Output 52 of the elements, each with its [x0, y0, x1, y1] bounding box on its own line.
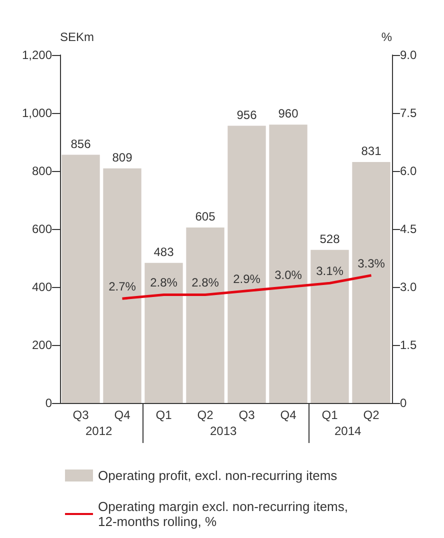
y-tick-label: 1,000: [22, 106, 52, 120]
data-label: 856: [70, 136, 92, 151]
x-tick-label: Q4: [114, 408, 131, 422]
y-tick-label: 600: [32, 222, 52, 236]
x-tick-label: Q4: [280, 408, 297, 422]
y-tick-label: 800: [32, 164, 52, 178]
x-tick-label: Q1: [322, 408, 338, 422]
y2-tick-label: 6.0: [400, 164, 418, 178]
text: 2014: [334, 424, 362, 438]
legend-label: Operating profit, excl. non-recurring items: [98, 468, 338, 483]
bar: [186, 228, 224, 403]
y-tick-label: 1,200: [22, 48, 52, 62]
y-axis-title: SEKm: [60, 30, 94, 44]
data-label: 483: [154, 244, 174, 259]
bar: [228, 126, 266, 403]
data-label: 960: [278, 106, 299, 121]
text: 2013: [210, 424, 238, 438]
data-label: 605: [195, 210, 216, 224]
data-label: 3.3%: [358, 256, 386, 270]
y-tick-label: 200: [32, 338, 52, 352]
legend-label: Operating margin excl. non-recurring items, 12-months rolling, %: [98, 499, 352, 529]
y2-tick-label: 7.5: [400, 106, 418, 120]
data-label: 2.7%: [108, 280, 136, 294]
x-tick-label: Q3: [72, 408, 90, 422]
bar: [310, 250, 349, 403]
x-tick-label: Q1: [156, 408, 172, 422]
data-label: 3.0%: [274, 268, 302, 282]
data-label: 2.8%: [192, 276, 220, 290]
data-label: 2.8%: [150, 276, 178, 290]
x-tick-label: Q2: [197, 408, 214, 422]
bar: [269, 124, 308, 403]
y-tick-label: 0: [45, 396, 52, 410]
y2-tick-label: 0: [400, 396, 407, 410]
y2-tick-label: 9.0: [400, 48, 418, 62]
y2-axis-title: %: [381, 30, 392, 44]
text: 2012: [86, 424, 113, 438]
y2-tick-label: 4.5: [400, 222, 418, 236]
y2-tick-label: 3.0: [400, 280, 418, 294]
bar: [103, 168, 142, 403]
data-label: 831: [361, 144, 382, 158]
data-label: 528: [320, 232, 340, 246]
data-label: 809: [112, 150, 133, 164]
x-tick-label: Q2: [363, 408, 380, 422]
y-tick-label: 400: [32, 280, 52, 294]
data-label: 956: [236, 108, 258, 122]
data-label: 3.1%: [316, 264, 344, 278]
y2-tick-label: 1.5: [400, 338, 418, 352]
bar: [62, 154, 100, 403]
x-tick-label: Q3: [238, 408, 256, 422]
data-label: 2.9%: [233, 272, 261, 286]
bar: [144, 262, 183, 403]
bar: [352, 162, 390, 403]
